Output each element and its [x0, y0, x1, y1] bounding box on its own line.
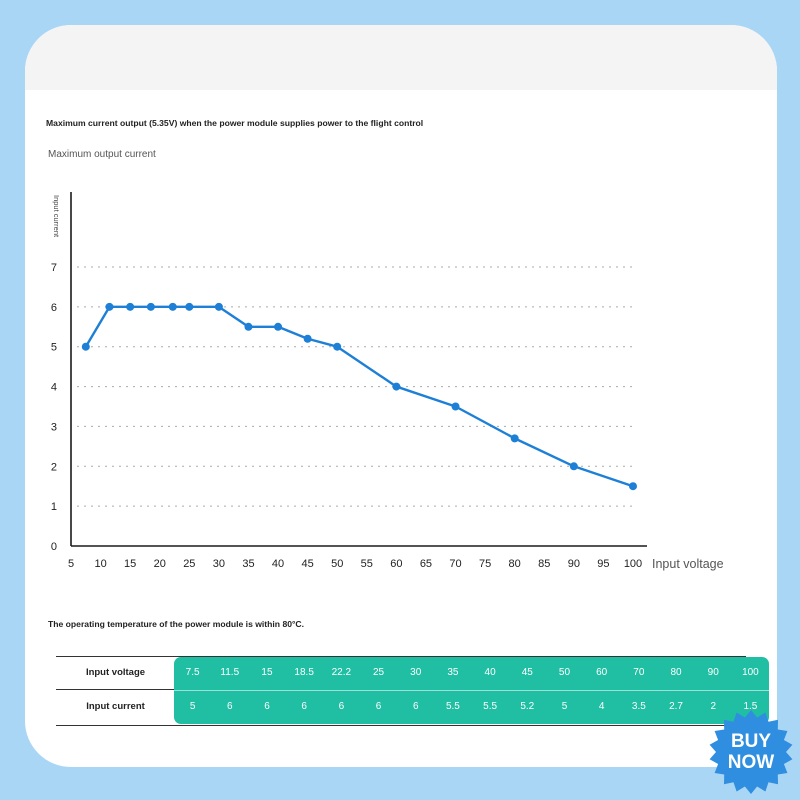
table-cell: 18.5	[294, 667, 314, 678]
table-cell: 5	[561, 701, 568, 712]
table-cell: 60	[596, 667, 608, 678]
table-values-separator	[174, 690, 769, 691]
temperature-note: The operating temperature of the power m…	[48, 619, 305, 629]
table-top-line	[56, 656, 746, 657]
table-cell: 30	[410, 667, 422, 678]
table-cell: 7.5	[185, 667, 200, 678]
buy-now-badge[interactable]: BUY NOW	[708, 709, 794, 795]
table-cell: 45	[521, 667, 533, 678]
table-cell: 3.5	[631, 701, 646, 712]
y-tick-label: 1	[51, 501, 57, 513]
data-point	[392, 382, 401, 391]
x-tick-label: 80	[509, 558, 521, 570]
table-cell: 11.5	[220, 667, 240, 678]
x-tick-label: 50	[331, 558, 343, 570]
y-axis-label: Input current	[52, 195, 61, 238]
buy-now-line1: BUY	[730, 731, 772, 752]
data-point	[126, 302, 135, 311]
data-point	[451, 402, 460, 411]
x-tick-label: 100	[624, 558, 642, 570]
table-cell: 25	[372, 667, 385, 678]
x-tick-label: 10	[94, 558, 106, 570]
table-cell: 50	[558, 667, 571, 678]
table-cell: 5.5	[483, 701, 498, 712]
x-tick-label: 55	[361, 558, 373, 570]
x-tick-label: 25	[183, 558, 195, 570]
table-cell: 35	[447, 667, 459, 678]
data-point	[510, 434, 519, 443]
table-cell: 15	[261, 667, 273, 678]
x-tick-label: 90	[568, 558, 580, 570]
data-point	[168, 302, 177, 311]
table-cell: 90	[707, 667, 719, 678]
data-point	[185, 302, 194, 311]
x-tick-label: 95	[597, 558, 609, 570]
y-tick-label: 7	[51, 262, 57, 274]
x-tick-label: 45	[302, 558, 314, 570]
x-tick-label: 35	[242, 558, 254, 570]
y-tick-label: 0	[51, 541, 57, 553]
table-cell: 80	[670, 667, 682, 678]
x-tick-label: 70	[449, 558, 461, 570]
y-tick-label: 2	[51, 461, 57, 473]
table-row-label-current: Input current	[86, 701, 145, 712]
data-point	[81, 342, 90, 351]
table-cell: 1.5	[743, 701, 758, 712]
table-cell: 6	[412, 701, 419, 712]
table-row-label-voltage: Input voltage	[85, 667, 146, 678]
data-point	[244, 322, 253, 331]
x-tick-label: 15	[124, 558, 136, 570]
data-point	[146, 302, 155, 311]
table-values-block: 7.5 11.5 15 18.5 22.2 25 30 35 40 45 50 60 70 80 90 100…	[174, 657, 769, 724]
content-card: Maximum current output (5.35V) when the …	[25, 25, 777, 767]
x-tick-label: 75	[479, 558, 491, 570]
y-tick-label: 6	[51, 302, 57, 314]
x-tick-label: 65	[420, 558, 432, 570]
data-point	[105, 302, 114, 311]
x-axis-label: Input voltage	[652, 557, 724, 571]
y-tick-label: 3	[51, 421, 57, 433]
x-tick-label: 85	[538, 558, 550, 570]
x-tick-label: 60	[390, 558, 402, 570]
table-cell: 5.2	[520, 701, 535, 712]
data-point	[629, 482, 637, 491]
x-tick-label: 20	[154, 558, 166, 570]
table-cell: 6	[301, 701, 307, 712]
chart-title: Maximum output current	[48, 149, 156, 160]
table-cell: 100	[742, 667, 759, 678]
page-heading: Maximum current output (5.35V) when the …	[46, 118, 424, 128]
data-point	[274, 322, 283, 331]
table-cell: 4	[598, 701, 605, 712]
series-line	[84, 305, 634, 488]
data-point	[333, 342, 342, 351]
data-point	[569, 462, 578, 471]
table-bottom-line	[56, 725, 746, 726]
table-cell: 22.2	[331, 667, 352, 678]
card-header-band	[25, 25, 777, 90]
data-point	[303, 334, 312, 343]
table-cell: 5	[189, 701, 196, 712]
table-cell: 70	[633, 667, 645, 678]
data-point	[214, 302, 223, 311]
starburst-icon	[709, 710, 793, 794]
y-tick-label: 4	[51, 382, 57, 394]
table-cell: 40	[484, 667, 496, 678]
x-tick-label: 30	[213, 558, 225, 570]
table-cell: 2	[710, 701, 716, 712]
y-tick-label: 5	[51, 342, 57, 354]
table-cell: 6	[264, 701, 270, 712]
data-table: Input voltage Input current 7.5 11.5 15 18.…	[56, 656, 769, 726]
x-tick-label: 5	[68, 558, 74, 570]
table-cell: 5.5	[445, 701, 460, 712]
table-cell: 2.7	[669, 701, 683, 712]
table-cell: 6	[338, 701, 345, 712]
x-tick-label: 40	[272, 558, 284, 570]
table-cell: 6	[227, 701, 233, 712]
table-cell: 6	[375, 701, 382, 712]
buy-now-line2: NOW	[727, 752, 775, 773]
